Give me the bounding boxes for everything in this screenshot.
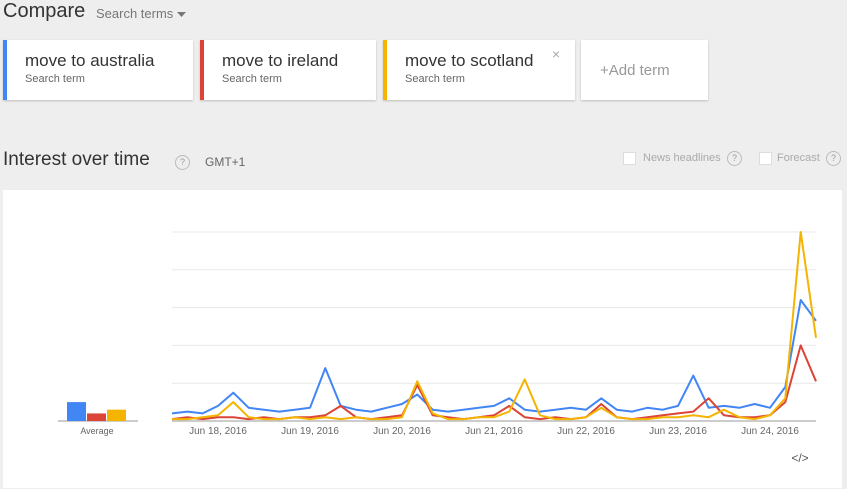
term-label: move to australia bbox=[25, 51, 155, 70]
add-term[interactable]: +Add term bbox=[581, 40, 708, 100]
term-sublabel: Search term bbox=[405, 73, 465, 85]
series-line bbox=[171, 299, 817, 415]
checkbox[interactable] bbox=[759, 152, 772, 165]
search-terms-dropdown[interactable]: Search terms bbox=[96, 6, 186, 21]
term-sublabel: Search term bbox=[25, 73, 85, 85]
term-sublabel: Search term bbox=[222, 73, 282, 85]
average-bar bbox=[87, 413, 106, 421]
series-line bbox=[171, 344, 817, 421]
x-tick-label: Jun 20, 2016 bbox=[373, 426, 431, 437]
x-tick-label: Jun 18, 2016 bbox=[189, 426, 247, 437]
chart: </> Jun 18, 2016 Jun 19, 2016 Jun 20, 2016… bbox=[3, 190, 842, 488]
x-tick-label: Jun 23, 2016 bbox=[649, 426, 707, 437]
x-tick-label: Jun 22, 2016 bbox=[557, 426, 615, 437]
embed-icon[interactable]: </> bbox=[791, 451, 808, 465]
x-tick-label: Jun 19, 2016 bbox=[281, 426, 339, 437]
help-icon[interactable]: ? bbox=[727, 151, 742, 166]
average-label: Average bbox=[80, 426, 113, 436]
x-tick-label: Jun 21, 2016 bbox=[465, 426, 523, 437]
add-term-label: +Add term bbox=[600, 62, 670, 79]
x-tick-label: Jun 24, 2016 bbox=[741, 426, 799, 437]
term-card[interactable]: move to ireland Search term bbox=[200, 40, 376, 100]
series-line bbox=[172, 231, 817, 421]
dropdown-label: Search terms bbox=[96, 6, 174, 21]
term-label: move to ireland bbox=[222, 51, 339, 70]
term-label: move to scotland bbox=[405, 51, 534, 70]
term-card[interactable]: move to australia Search term bbox=[3, 40, 193, 100]
checkbox[interactable] bbox=[623, 152, 636, 165]
dropdown-arrow bbox=[176, 12, 186, 17]
term-card[interactable]: move to scotland Search term × bbox=[383, 40, 575, 100]
forecast-label: Forecast bbox=[777, 152, 820, 164]
news-headlines-label: News headlines bbox=[643, 152, 721, 164]
timezone: GMT+1 bbox=[205, 155, 246, 169]
average-bar bbox=[67, 402, 86, 421]
compare-title: Compare bbox=[3, 0, 86, 22]
help-icon[interactable]: ? bbox=[826, 151, 841, 166]
section-title: Interest over time bbox=[3, 149, 150, 170]
help-icon[interactable]: ? bbox=[175, 155, 190, 170]
average-bar bbox=[107, 409, 126, 421]
remove-term[interactable]: × bbox=[552, 46, 561, 62]
